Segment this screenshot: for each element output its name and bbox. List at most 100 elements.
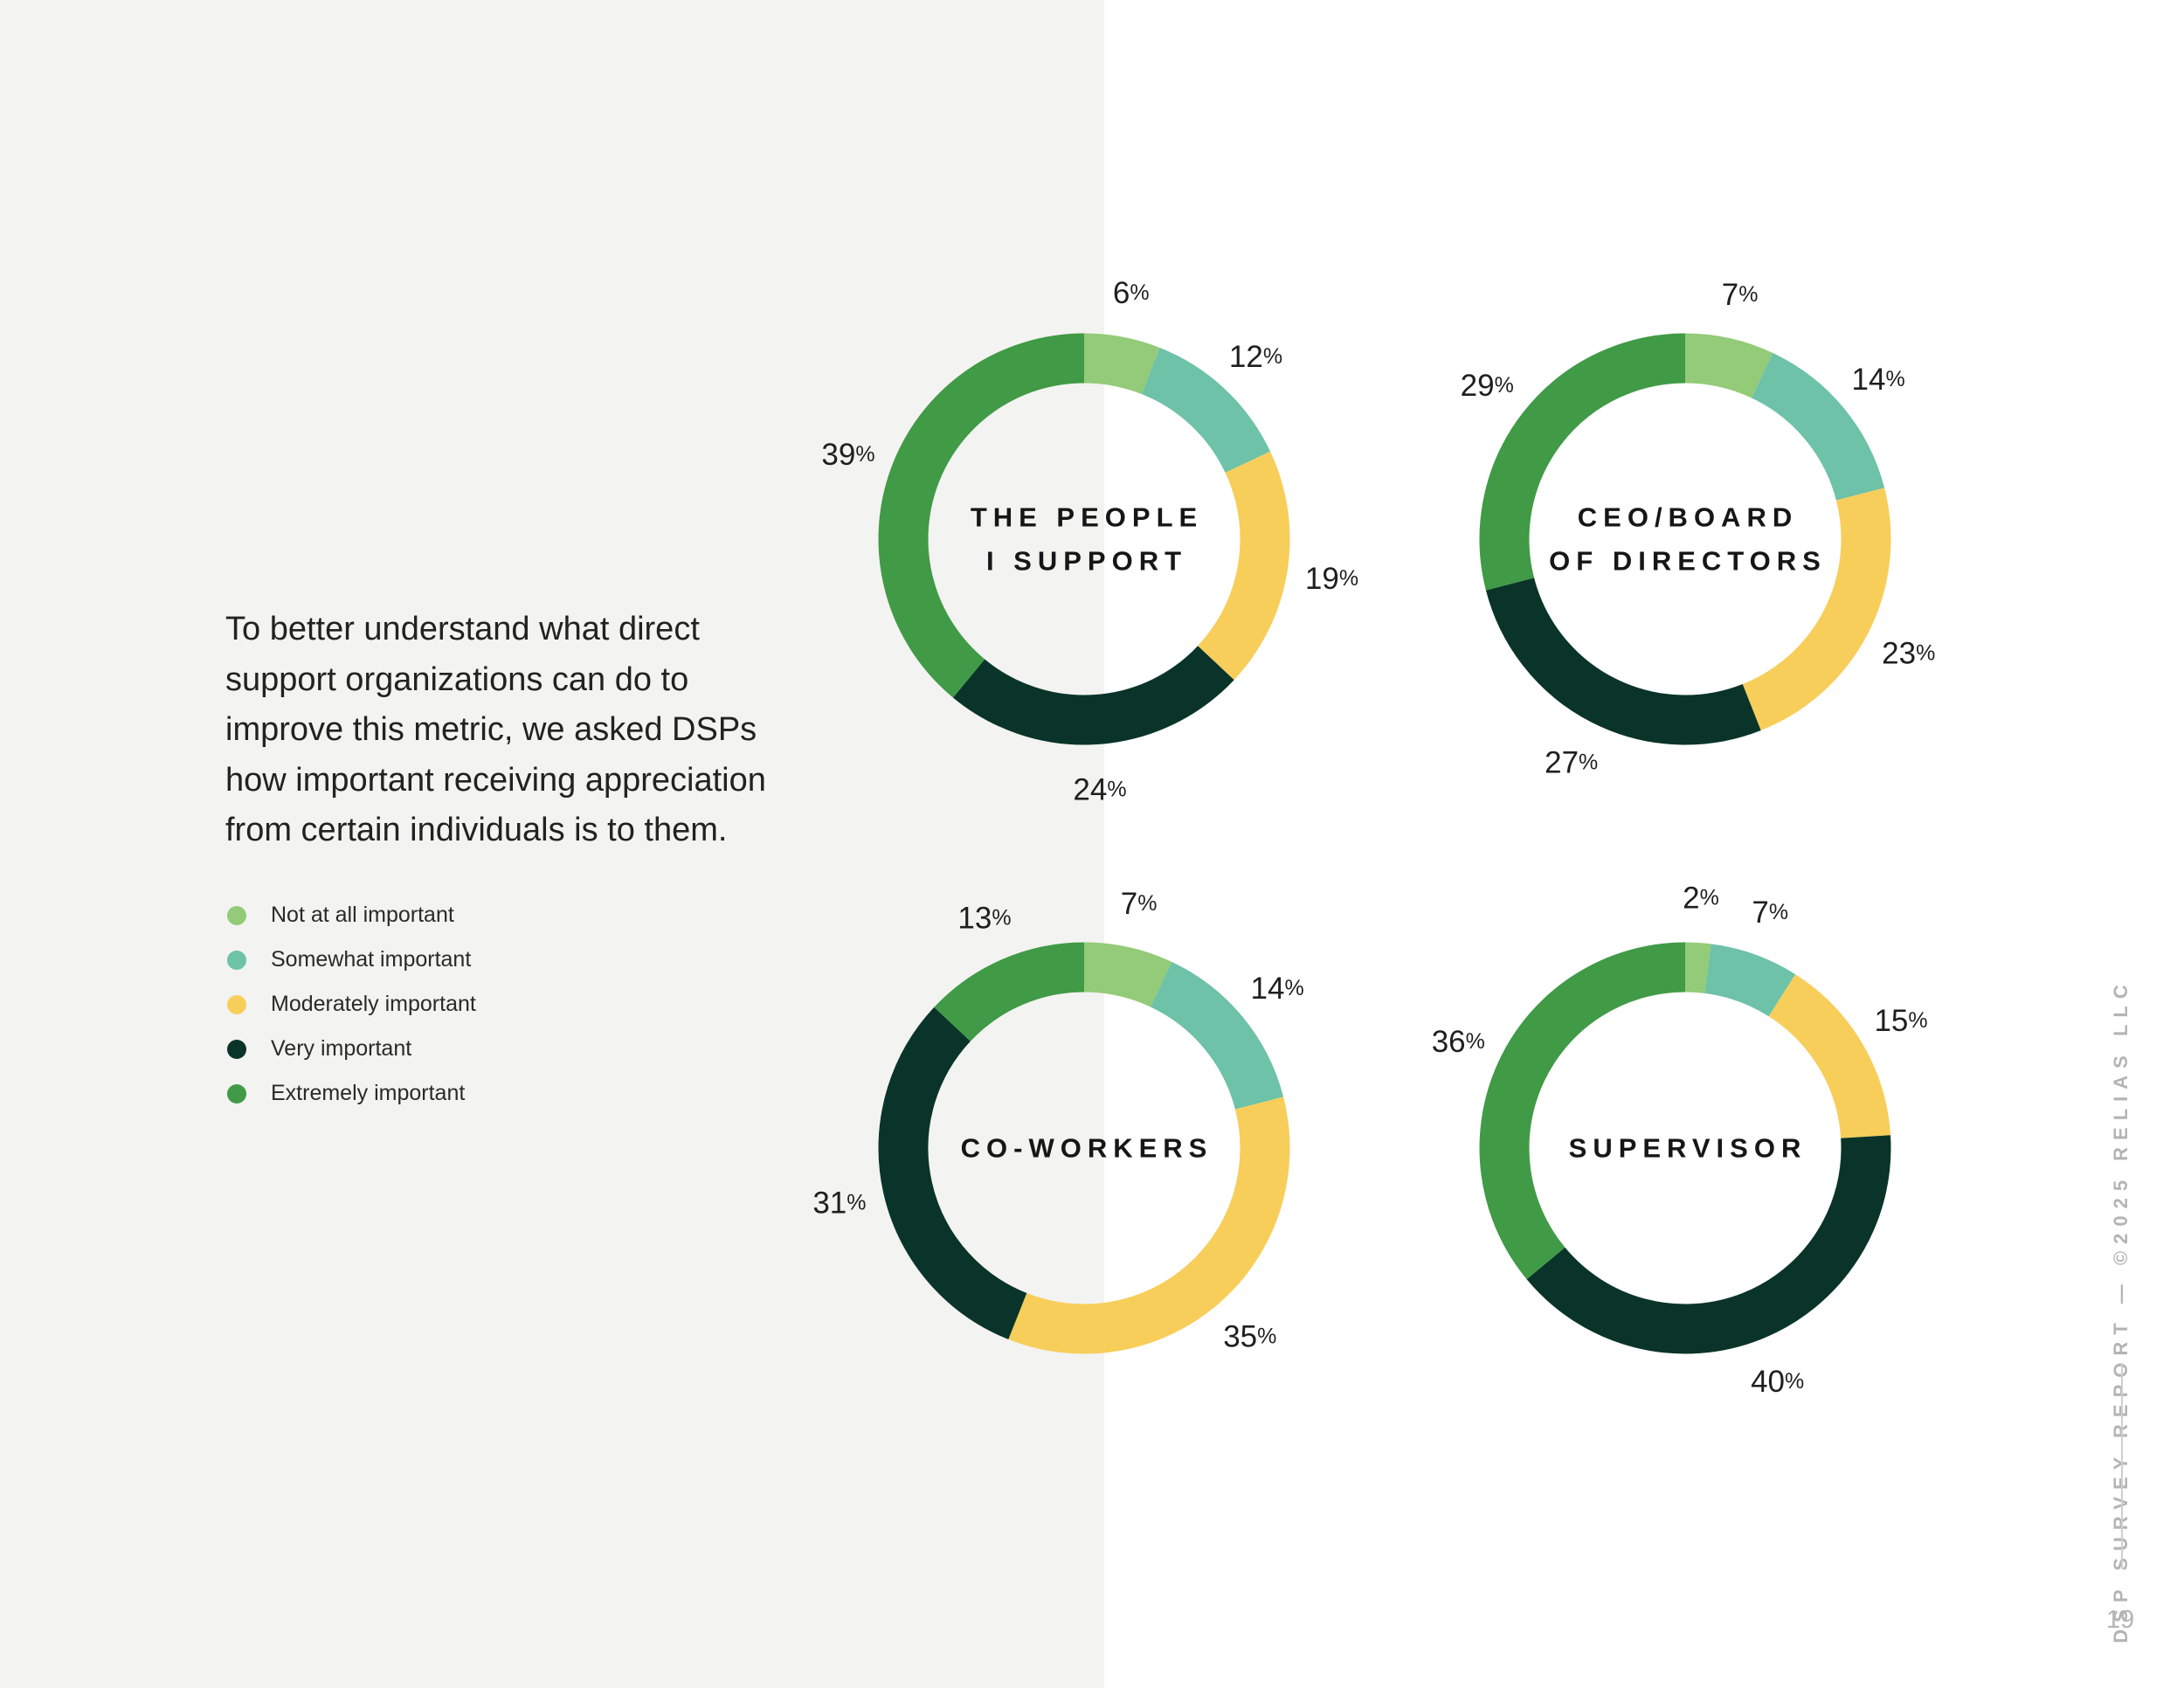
chart-title: CEO/BOARD [1578, 502, 1798, 533]
donut-segment [1751, 352, 1885, 502]
data-label: 7% [1121, 886, 1158, 920]
data-label-value: 7 [1752, 895, 1768, 929]
percent-sign: % [1769, 900, 1788, 924]
legend-swatch [227, 950, 246, 970]
percent-sign: % [1785, 1369, 1804, 1394]
data-label-value: 7 [1121, 886, 1137, 920]
donut-chart: 7%14%35%31%13%CO-WORKERS [812, 886, 1304, 1354]
data-label-value: 15 [1874, 1003, 1908, 1037]
percent-sign: % [1284, 976, 1303, 1000]
donut-chart: 2% 7%15%40%36%SUPERVISOR [1432, 881, 1928, 1398]
legend-item: Moderately important [225, 982, 476, 1027]
data-label-value: 39 [821, 437, 855, 471]
percent-sign: % [1700, 886, 1719, 910]
data-label-value: 31 [812, 1186, 847, 1220]
legend-item: Not at all important [225, 893, 476, 937]
data-label-value: 12 [1229, 339, 1263, 373]
donut-segment [1684, 942, 1711, 993]
footer-divider [2121, 1363, 2123, 1569]
donut-segment [1008, 1097, 1290, 1354]
data-label: 29% [1461, 369, 1514, 403]
data-label-value: 14 [1852, 363, 1886, 397]
percent-sign: % [1107, 777, 1126, 801]
legend-item: Somewhat important [225, 937, 476, 982]
chart-title: I SUPPORT [986, 546, 1187, 577]
data-label-value: 6 [1113, 276, 1130, 310]
data-label: 15% [1874, 1003, 1927, 1037]
data-label-value: 2 [1683, 881, 1699, 915]
chart-title: CO-WORKERS [961, 1133, 1213, 1164]
legend-item: Extremely important [225, 1071, 476, 1116]
data-label: 24% [1073, 772, 1126, 806]
percent-sign: % [1908, 1008, 1927, 1033]
legend-swatch [227, 905, 246, 925]
percent-sign: % [847, 1191, 866, 1215]
percent-sign: % [1257, 1324, 1276, 1348]
legend-swatch [227, 1083, 246, 1103]
data-label: 36% [1432, 1024, 1485, 1058]
data-label: 40% [1751, 1364, 1804, 1398]
data-label-value: 35 [1223, 1319, 1257, 1353]
data-label: 2% [1683, 881, 1719, 915]
data-label: 31% [812, 1186, 866, 1220]
donut-segment [1768, 974, 1891, 1139]
legend-swatch [227, 994, 246, 1014]
donut-segment [1479, 333, 1686, 591]
data-label-value: 7 [1722, 277, 1738, 311]
percent-sign: % [1738, 282, 1758, 307]
legend-label: Extremely important [271, 1081, 466, 1105]
legend-label: Moderately important [271, 992, 476, 1016]
legend-label: Not at all important [271, 903, 454, 927]
legend-item: Very important [225, 1027, 476, 1071]
donut-segment [1704, 944, 1796, 1017]
percent-sign: % [1495, 373, 1514, 398]
data-label: 7% [1752, 895, 1788, 929]
data-label: 19% [1305, 561, 1358, 595]
donut-segment [1479, 942, 1686, 1280]
data-label-value: 19 [1305, 561, 1339, 595]
donut-segment [878, 1007, 1027, 1339]
data-label: 27% [1545, 745, 1598, 779]
chart-legend: Not at all important Somewhat important Mo… [225, 893, 476, 1116]
data-label: 12% [1229, 339, 1282, 373]
donut-segment [1684, 333, 1773, 398]
page-number: 19 [2105, 1606, 2135, 1634]
data-label-value: 13 [957, 901, 992, 935]
data-label: 23% [1882, 636, 1935, 670]
data-label: 13% [957, 901, 1011, 935]
legend-label: Somewhat important [271, 947, 472, 972]
percent-sign: % [1579, 751, 1598, 775]
data-label: 35% [1223, 1319, 1276, 1353]
donut-segment [878, 333, 1085, 698]
percent-sign: % [1339, 566, 1358, 591]
data-label: 6% [1113, 276, 1150, 310]
donut-segment [1083, 333, 1160, 395]
data-label-value: 27 [1545, 745, 1579, 779]
percent-sign: % [1137, 891, 1157, 916]
legend-swatch [227, 1039, 246, 1059]
data-label: 7% [1722, 277, 1759, 311]
intro-paragraph: To better understand what direct support… [225, 611, 766, 848]
percent-sign: % [1263, 344, 1282, 369]
chart-title: OF DIRECTORS [1549, 546, 1827, 577]
percent-sign: % [1916, 640, 1935, 665]
data-label: 14% [1852, 363, 1905, 397]
donut-segment [1742, 488, 1891, 730]
donut-segment [952, 645, 1234, 745]
data-label-value: 23 [1882, 636, 1916, 670]
left-panel-background [0, 0, 1104, 1688]
donut-segment [1197, 451, 1290, 681]
chart-title: SUPERVISOR [1569, 1133, 1807, 1164]
donut-segment [1150, 961, 1284, 1110]
percent-sign: % [1130, 280, 1149, 305]
donut-segment [1526, 1135, 1891, 1354]
data-label-value: 36 [1432, 1024, 1466, 1058]
percent-sign: % [992, 906, 1011, 930]
percent-sign: % [855, 442, 874, 467]
percent-sign: % [1466, 1029, 1485, 1054]
legend-label: Very important [271, 1036, 412, 1061]
donut-segment [1485, 577, 1761, 745]
